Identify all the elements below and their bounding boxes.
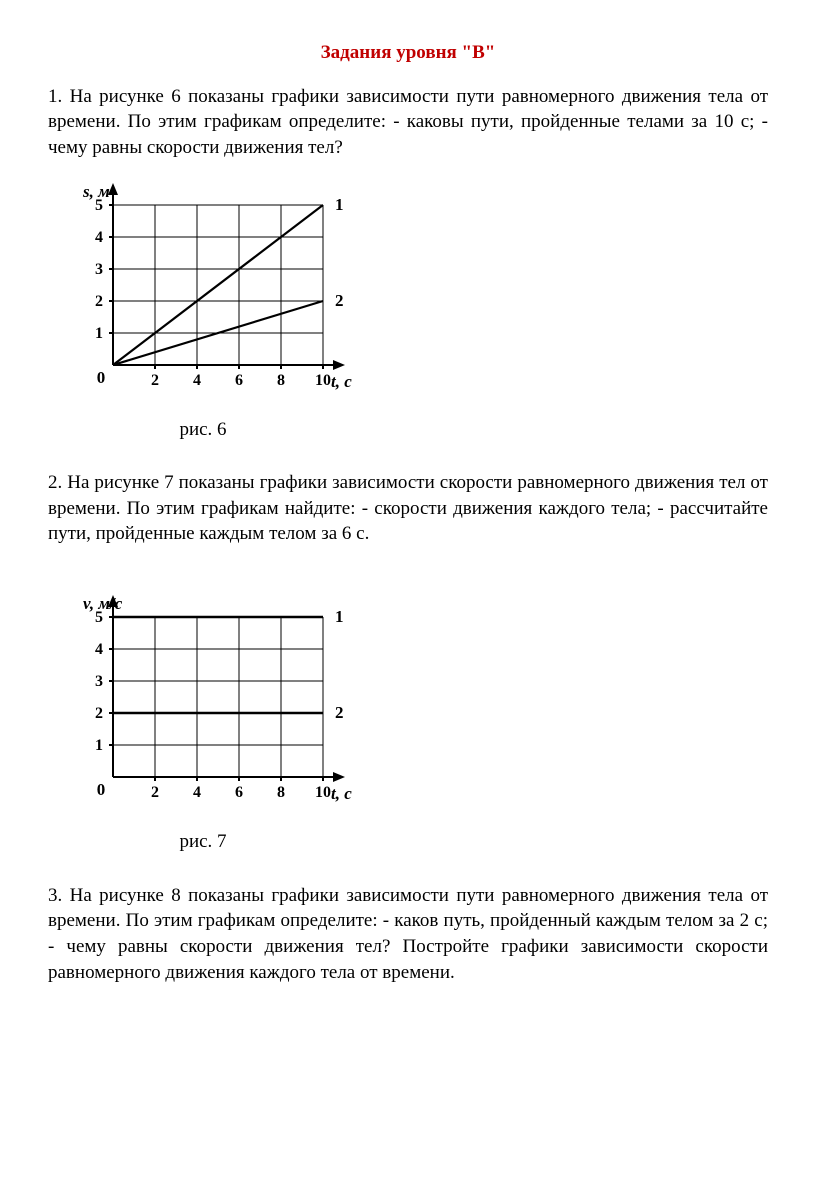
svg-text:2: 2 [335,703,344,722]
svg-text:6: 6 [235,784,243,801]
svg-text:2: 2 [95,705,103,722]
svg-text:0: 0 [97,780,106,799]
svg-text:10: 10 [315,784,331,801]
chart-1-container: 123452468100s, мt, c12 рис. 6 [58,175,768,443]
svg-text:8: 8 [277,372,285,389]
chart-1: 123452468100s, мt, c12 [58,175,358,415]
svg-text:4: 4 [95,641,103,658]
svg-text:10: 10 [315,372,331,389]
svg-text:2: 2 [335,291,344,310]
svg-text:t, c: t, c [331,784,352,803]
question-2: 2. На рисунке 7 показаны графики зависим… [48,470,768,547]
svg-text:1: 1 [335,195,344,214]
svg-text:s, м: s, м [82,182,110,201]
svg-text:4: 4 [95,229,103,246]
svg-text:6: 6 [235,372,243,389]
chart-2-container: 123452468100v, м/сt, c12 рис. 7 [58,587,768,855]
svg-text:4: 4 [193,372,201,389]
svg-text:v, м/с: v, м/с [83,594,123,613]
svg-text:8: 8 [277,784,285,801]
chart-2: 123452468100v, м/сt, c12 [58,587,358,827]
svg-text:2: 2 [151,784,159,801]
svg-text:3: 3 [95,261,103,278]
chart-1-caption: рис. 6 [58,417,348,443]
question-3: 3. На рисунке 8 показаны графики зависим… [48,883,768,986]
svg-text:1: 1 [95,737,103,754]
chart-2-caption: рис. 7 [58,829,348,855]
svg-text:1: 1 [335,607,344,626]
page-title: Задания уровня "В" [48,40,768,66]
svg-text:4: 4 [193,784,201,801]
svg-text:1: 1 [95,325,103,342]
svg-text:3: 3 [95,673,103,690]
svg-text:2: 2 [95,293,103,310]
question-1: 1. На рисунке 6 показаны графики зависим… [48,84,768,161]
svg-text:2: 2 [151,372,159,389]
svg-text:0: 0 [97,368,106,387]
svg-text:t, c: t, c [331,372,352,391]
